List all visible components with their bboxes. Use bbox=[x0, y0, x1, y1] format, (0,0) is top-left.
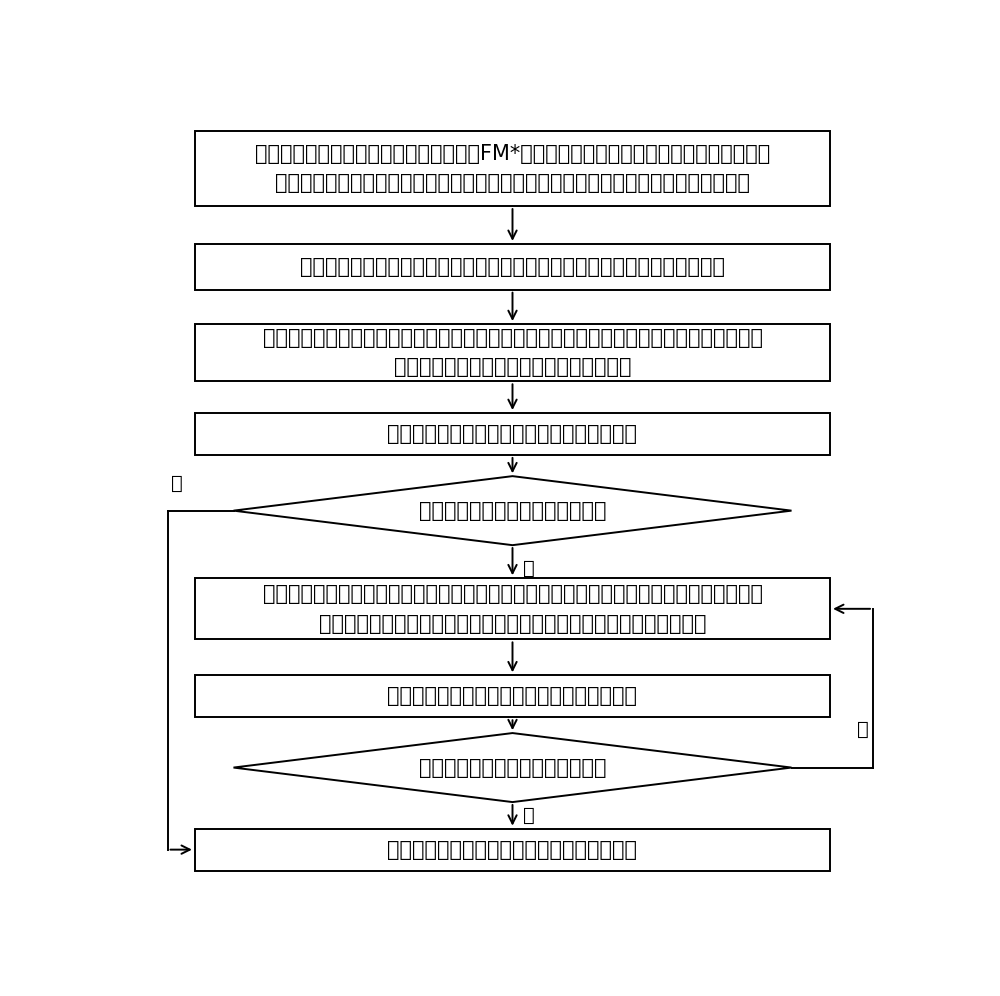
FancyBboxPatch shape bbox=[195, 578, 830, 639]
FancyBboxPatch shape bbox=[195, 413, 830, 455]
FancyBboxPatch shape bbox=[195, 131, 830, 206]
Text: 获取空间机器人待执行任务分布点，基于FM*遗传算法进行空间机器人最优任务分配，获得
符合基于最优分配的遍历代价约束条件的待执行任务分布点的路径距离最短的遍历序列: 获取空间机器人待执行任务分布点，基于FM*遗传算法进行空间机器人最优任务分配，获… bbox=[255, 143, 770, 193]
Text: 空间机器人执行任务直至完成所有待执行任务: 空间机器人执行任务直至完成所有待执行任务 bbox=[388, 840, 638, 860]
Text: 通过权衡计算代价与路径代价的感知机神经网络进行动态变化的任务分布点的路径点重规划
，获得符合权衡计算代价与路径代价的约束条件的空间机器人第三路径: 通过权衡计算代价与路径代价的感知机神经网络进行动态变化的任务分布点的路径点重规划… bbox=[262, 584, 763, 633]
Text: 是: 是 bbox=[523, 559, 534, 578]
Polygon shape bbox=[234, 476, 792, 545]
Polygon shape bbox=[234, 733, 792, 802]
FancyBboxPatch shape bbox=[195, 675, 830, 717]
Text: 空间机器人基于空间机器人第二路径执行任务: 空间机器人基于空间机器人第二路径执行任务 bbox=[388, 424, 638, 444]
FancyBboxPatch shape bbox=[195, 829, 830, 871]
Text: 否: 否 bbox=[172, 474, 183, 493]
FancyBboxPatch shape bbox=[195, 244, 830, 290]
Text: 是: 是 bbox=[857, 720, 869, 739]
Text: 基于待执行任务分布点的路径距离最短的遍历序列，生成空间机器人第一路径: 基于待执行任务分布点的路径距离最短的遍历序列，生成空间机器人第一路径 bbox=[300, 257, 725, 277]
Text: 通过基于高斯滤波器的路径调整方法进行空间机器人第一路径的调整，获得符合基于环境特
征的机动性约束条件的空间机器人第二路径: 通过基于高斯滤波器的路径调整方法进行空间机器人第一路径的调整，获得符合基于环境特… bbox=[262, 328, 763, 377]
Text: 未执行任务分布点发生动态变化？: 未执行任务分布点发生动态变化？ bbox=[419, 758, 606, 778]
Text: 否: 否 bbox=[523, 806, 534, 825]
FancyBboxPatch shape bbox=[195, 324, 830, 381]
Text: 空间机器人基于空间机器人第二路径执行任务: 空间机器人基于空间机器人第二路径执行任务 bbox=[388, 686, 638, 706]
Text: 未执行任务分布点发生动态变化？: 未执行任务分布点发生动态变化？ bbox=[419, 501, 606, 521]
